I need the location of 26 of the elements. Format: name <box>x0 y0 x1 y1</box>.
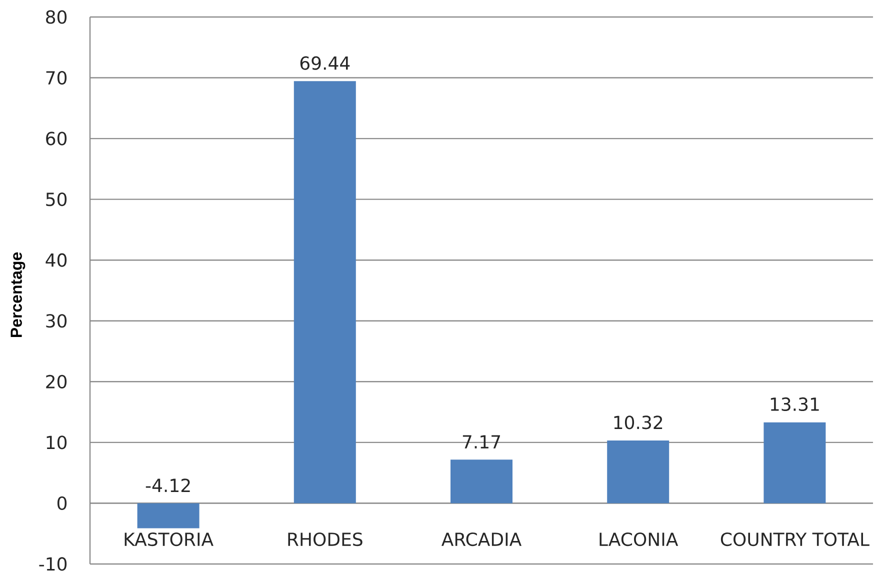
bar <box>764 422 826 504</box>
y-tick-label: 80 <box>46 10 67 24</box>
data-label: 69.44 <box>300 56 350 70</box>
bar <box>607 440 670 504</box>
x-tick-label: COUNTRY TOTAL <box>720 532 870 546</box>
y-tick-label: 0 <box>57 496 67 510</box>
data-label: 7.17 <box>462 435 500 448</box>
y-tick-label: 50 <box>46 192 67 206</box>
y-tick-label: 70 <box>46 70 67 85</box>
y-tick-label: 40 <box>46 253 67 267</box>
y-tick-label: 10 <box>46 436 67 450</box>
x-tick-label: RHODES <box>288 532 362 546</box>
bar <box>450 460 512 504</box>
y-tick-label: -10 <box>39 557 67 571</box>
x-tick-label: ARCADIA <box>442 532 522 546</box>
data-label: 10.32 <box>614 416 662 430</box>
y-tick-label: 30 <box>46 314 67 328</box>
bar <box>294 81 356 504</box>
x-tick-label: LACONIA <box>600 532 678 546</box>
y-tick-label: 60 <box>46 132 67 146</box>
bar <box>137 503 200 528</box>
data-label: -4.12 <box>146 478 190 492</box>
y-tick-label: 20 <box>46 374 67 388</box>
y-axis-title: Percentage <box>10 252 26 338</box>
data-label: 13.31 <box>770 397 819 412</box>
x-tick-label: KASTORIA <box>124 532 214 546</box>
